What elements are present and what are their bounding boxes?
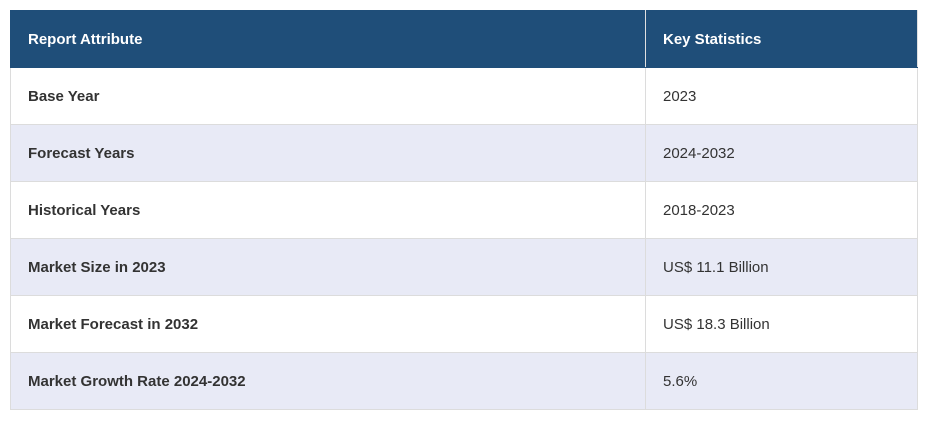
attribute-cell: Market Growth Rate 2024-2032 xyxy=(10,352,646,410)
statistic-cell: 2024-2032 xyxy=(645,124,918,182)
table-row: Market Size in 2023 US$ 11.1 Billion xyxy=(10,238,918,296)
attribute-cell: Base Year xyxy=(10,67,646,125)
attribute-cell: Market Size in 2023 xyxy=(10,238,646,296)
table-row: Market Growth Rate 2024-2032 5.6% xyxy=(10,352,918,410)
statistic-cell: 2018-2023 xyxy=(645,181,918,239)
statistic-cell: 2023 xyxy=(645,67,918,125)
table-body: Base Year 2023 Forecast Years 2024-2032 Hist… xyxy=(10,67,918,410)
statistic-cell: US$ 11.1 Billion xyxy=(645,238,918,296)
table-row: Historical Years 2018-2023 xyxy=(10,181,918,239)
header-row: Report Attribute Key Statistics xyxy=(10,10,918,68)
table-row: Market Forecast in 2032 US$ 18.3 Billion xyxy=(10,295,918,353)
header-cell: Report Attribute xyxy=(10,10,646,68)
attribute-cell: Forecast Years xyxy=(10,124,646,182)
attribute-cell: Historical Years xyxy=(10,181,646,239)
statistic-cell: US$ 18.3 Billion xyxy=(645,295,918,353)
table-row: Forecast Years 2024-2032 xyxy=(10,124,918,182)
statistic-cell: 5.6% xyxy=(645,352,918,410)
report-table: Report Attribute Key Statistics Base Yea… xyxy=(10,10,918,410)
attribute-cell: Market Forecast in 2032 xyxy=(10,295,646,353)
header-cell: Key Statistics xyxy=(645,10,918,68)
table-row: Base Year 2023 xyxy=(10,67,918,125)
